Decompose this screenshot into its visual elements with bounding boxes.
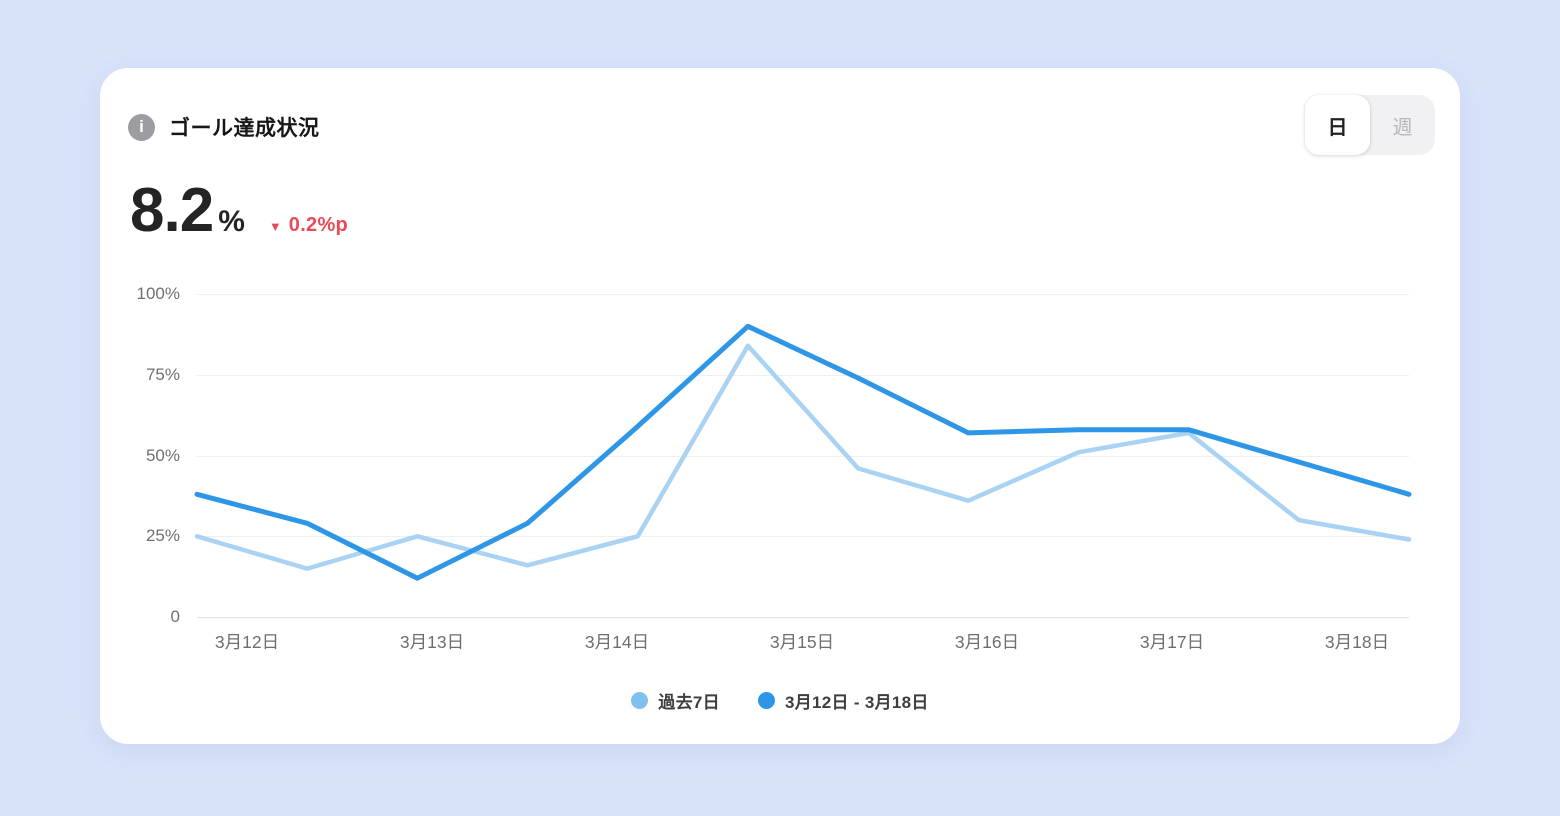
legend-dot-icon [757, 692, 775, 709]
goal-achievement-card: i ゴール達成状況 日 週 8.2 % ▼ 0.2%p 0 25% 50% 75% 10… [100, 68, 1460, 744]
triangle-down-icon: ▼ [268, 219, 282, 234]
gridline-75 [197, 374, 1409, 376]
metric-unit: % [218, 205, 245, 238]
legend-item[interactable]: 過去7日 [631, 688, 720, 713]
legend-item[interactable]: 3月12日 - 3月18日 [757, 688, 929, 713]
toggle-week-button[interactable]: 週 [1392, 116, 1413, 139]
y-axis-label: 75% [145, 364, 180, 384]
x-axis-label: 3月15日 [769, 632, 835, 652]
metric-delta: ▼ 0.2%p [269, 214, 348, 237]
y-axis-label: 100% [136, 284, 180, 303]
line-chart-plot-area: 0 25% 50% 75% 100% 3月12日 3月13日 3月14日 3月15日 3月16日 3… [137, 284, 1412, 652]
x-axis-label: 3月13日 [399, 632, 465, 652]
card-header: i ゴール達成状況 [128, 112, 320, 142]
x-axis-label: 3月17日 [1139, 632, 1205, 652]
period-toggle: 日 週 [1305, 95, 1435, 155]
card-title: ゴール達成状況 [169, 117, 320, 140]
x-axis-label: 3月14日 [584, 632, 650, 652]
legend-label: 過去7日 [658, 693, 720, 712]
metric-delta-value: 0.2%p [288, 214, 349, 236]
legend-label: 3月12日 - 3月18日 [784, 693, 929, 712]
info-icon[interactable]: i [128, 113, 155, 141]
gridline-0 [197, 617, 1409, 618]
gridline-50 [197, 455, 1409, 457]
legend-dot-icon [631, 692, 649, 709]
gridline-25 [197, 536, 1409, 538]
chart-legend: 過去7日 3月12日 - 3月18日 [100, 688, 1460, 713]
x-axis-label: 3月18日 [1324, 632, 1390, 652]
y-axis-label: 25% [145, 526, 180, 546]
chart-series-svg [194, 323, 1412, 581]
series-line-過去7日 [194, 343, 1412, 571]
y-axis-label: 0 [170, 607, 180, 626]
x-axis-label: 3月16日 [954, 632, 1020, 652]
series-line-3月12日 - 3月18日 [194, 323, 1412, 581]
y-axis-label: 50% [145, 445, 180, 465]
gridline-100 [197, 294, 1409, 295]
metric-row: 8.2 % ▼ 0.2%p [130, 180, 348, 242]
metric-value: 8.2 [130, 176, 214, 245]
toggle-day-button[interactable]: 日 [1305, 95, 1370, 155]
x-axis-label: 3月12日 [214, 632, 280, 652]
